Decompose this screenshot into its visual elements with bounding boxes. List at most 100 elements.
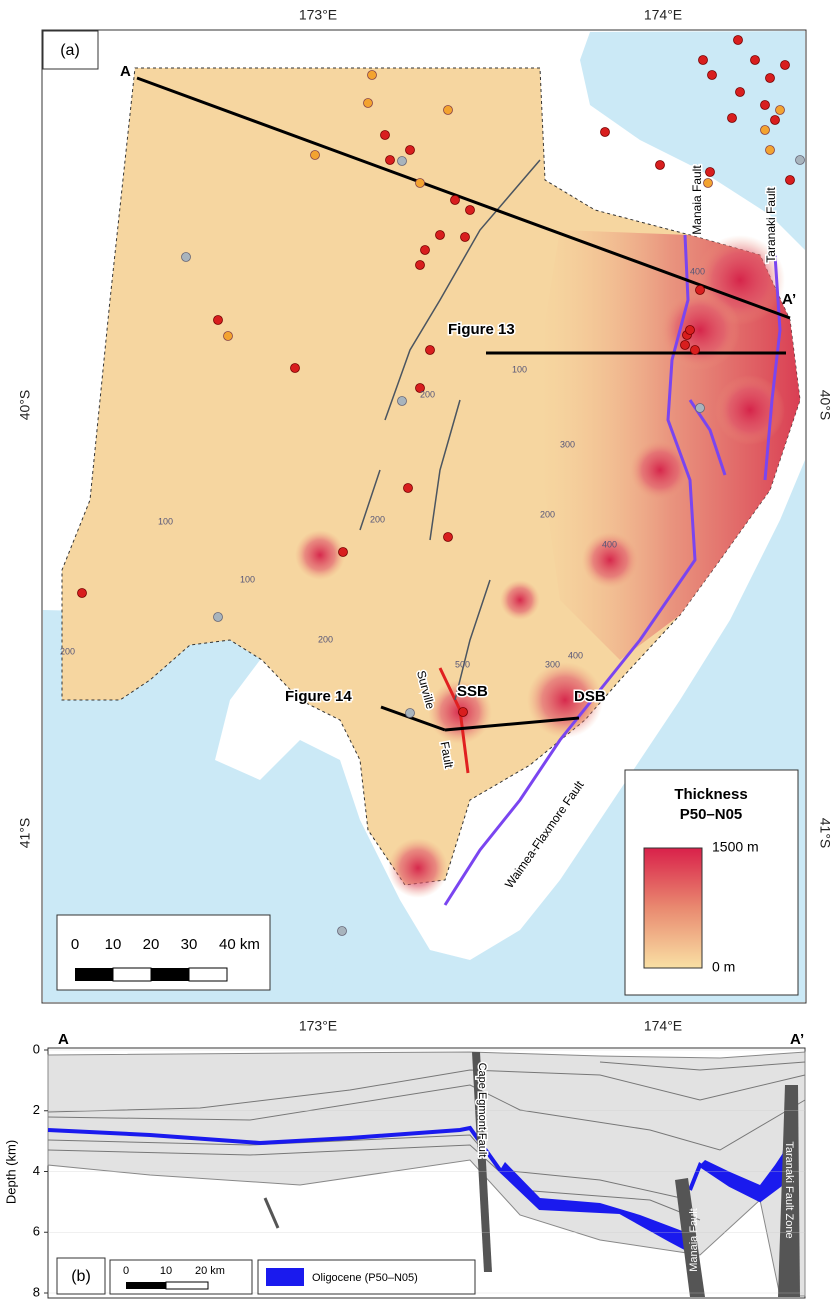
earthquake (443, 532, 453, 542)
y-tick-label: 0 (33, 1041, 40, 1056)
legend-label: Oligocene (P50–N05) (312, 1272, 418, 1284)
minor-faults (359, 159, 541, 701)
contour-label: 200 (420, 389, 435, 399)
contour-label: 400 (602, 539, 617, 549)
earthquakes (77, 35, 805, 936)
contour-label: 400 (690, 266, 705, 276)
sea (330, 940, 460, 1000)
earthquake (310, 150, 320, 160)
section-end: A’ (782, 291, 796, 308)
thickness-blob (295, 530, 345, 580)
horizons (47, 1061, 806, 1221)
scale-seg (112, 967, 152, 982)
contour-label: 200 (318, 634, 333, 644)
earthquake (460, 232, 470, 242)
scale-label: 0 (71, 936, 79, 953)
earthquake (443, 105, 453, 115)
earthquake (397, 156, 407, 166)
scale-label: 20 km (195, 1265, 225, 1277)
earthquake (760, 125, 770, 135)
earthquake (213, 315, 223, 325)
legend-swatch (266, 1268, 304, 1286)
minor-fault (454, 579, 491, 701)
scale-seg (126, 1282, 166, 1289)
earthquake (213, 612, 223, 622)
scale-label: 20 (143, 936, 160, 953)
thickness-blob (388, 838, 448, 898)
lat-label: 40°S (817, 390, 833, 421)
lon-label: 174°E (644, 7, 682, 23)
fault-label: Cape Egmont Fault (476, 1063, 488, 1158)
contour-label: 200 (60, 646, 75, 656)
contour-label: 100 (512, 364, 527, 374)
lat-label: 40°S (17, 390, 33, 421)
earthquake (770, 115, 780, 125)
figure-ref: Figure 14 (285, 688, 352, 705)
legend-title: P50–N05 (680, 806, 743, 823)
earthquake (733, 35, 743, 45)
horizon (47, 1069, 806, 1113)
contour-label: 400 (568, 650, 583, 660)
section-line (136, 76, 791, 320)
thickness-blob (582, 532, 638, 588)
section-end: A (58, 1031, 69, 1048)
earthquake (338, 547, 348, 557)
section-line (380, 705, 446, 732)
earthquake (695, 403, 705, 413)
earthquake (415, 260, 425, 270)
sea (43, 460, 805, 1002)
earthquake (703, 178, 713, 188)
scale-seg (151, 968, 189, 981)
contour-label: 200 (370, 514, 385, 524)
lat-label: 41°S (17, 818, 33, 849)
scale-label: 30 (181, 936, 198, 953)
fault-plane (472, 1052, 492, 1272)
minor-fault (429, 399, 461, 541)
basin-label: DSB (574, 688, 606, 705)
section-line (444, 716, 580, 732)
basin-label: SSB (457, 683, 488, 700)
minor-fault (384, 159, 541, 421)
lat-label: 41°S (817, 818, 833, 849)
y-tick-label: 6 (33, 1224, 40, 1239)
y-tick-label: 8 (33, 1284, 40, 1299)
earthquake (403, 483, 413, 493)
thickness-blob (630, 440, 690, 500)
legend-title: Thickness (674, 786, 747, 803)
scale-label: 10 (160, 1265, 172, 1277)
contour-label: 200 (540, 509, 555, 519)
earthquake (465, 205, 475, 215)
earthquake (420, 245, 430, 255)
thickness-blob (715, 375, 785, 445)
contour-label: 100 (158, 516, 173, 526)
earthquake (425, 345, 435, 355)
earthquake (405, 145, 415, 155)
fault-plane (778, 1085, 800, 1297)
earthquake (780, 60, 790, 70)
contour-label: 500 (455, 659, 470, 669)
thickness-blob (500, 580, 540, 620)
earthquake (415, 178, 425, 188)
earthquake (705, 167, 715, 177)
earthquake (760, 100, 770, 110)
scale-label: 10 (105, 936, 122, 953)
figure-ref: Figure 13 (448, 321, 515, 338)
earthquake (727, 113, 737, 123)
scale-label: 40 km (219, 936, 260, 953)
section-end: A (120, 63, 131, 80)
fault-plane (263, 1197, 280, 1229)
earthquake (385, 155, 395, 165)
panel-label: (b) (71, 1268, 91, 1285)
fault (763, 254, 782, 481)
earthquake (775, 105, 785, 115)
earthquake (655, 160, 665, 170)
earthquake (600, 127, 610, 137)
fault-label: Manaia Fault (688, 1208, 700, 1272)
horizon (47, 1144, 701, 1221)
earthquake (450, 195, 460, 205)
earthquake (415, 383, 425, 393)
thickness-blob (660, 290, 740, 370)
earthquake (77, 588, 87, 598)
